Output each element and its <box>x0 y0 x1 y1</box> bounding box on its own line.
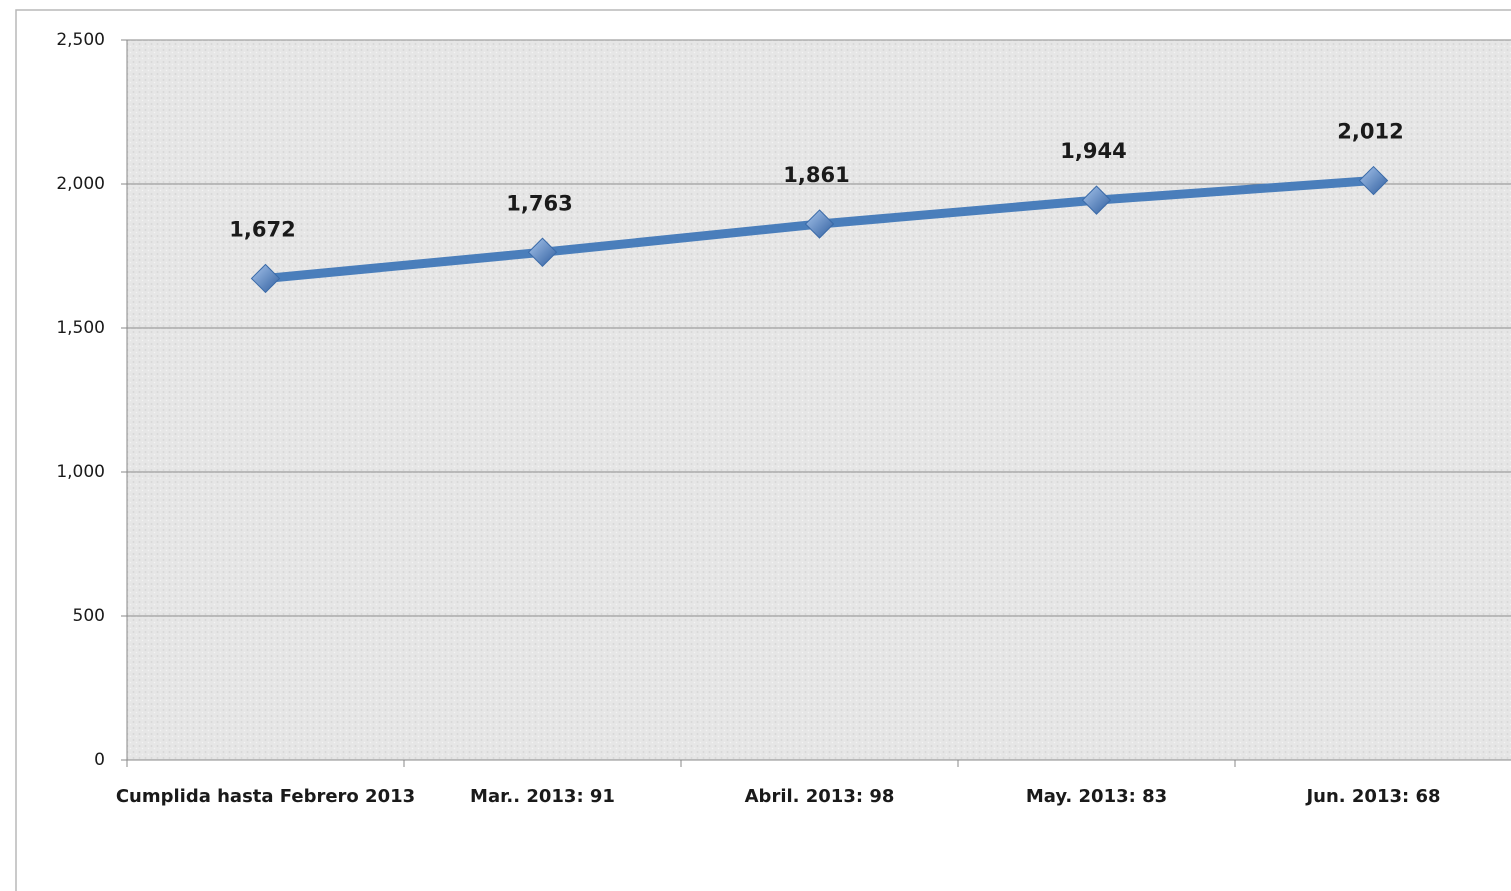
marker <box>1358 165 1389 196</box>
marker <box>1081 185 1112 215</box>
marker <box>527 237 558 267</box>
marker <box>804 209 835 239</box>
plot-area <box>127 40 1511 760</box>
y-tick-label: 500 <box>73 606 105 626</box>
data-label: 1,763 <box>506 191 572 215</box>
x-tick-label: May. 2013: 83 <box>1026 786 1167 807</box>
y-tick-label: 2,500 <box>56 30 105 50</box>
data-label: 1,944 <box>1060 139 1126 163</box>
y-tick-label: 1,500 <box>56 318 105 338</box>
x-tick-label: Cumplida hasta Febrero 2013 <box>116 786 415 807</box>
data-label: 1,861 <box>783 163 849 187</box>
data-label: 2,012 <box>1337 120 1403 144</box>
x-tick-label: Mar.. 2013: 91 <box>470 786 615 807</box>
y-tick-label: 1,000 <box>56 462 105 482</box>
x-tick-label: Abril. 2013: 98 <box>745 786 895 807</box>
x-tick-label: Jun. 2013: 68 <box>1304 786 1440 807</box>
y-tick-label: 0 <box>94 750 105 770</box>
y-tick-label: 2,000 <box>56 174 105 194</box>
marker <box>250 263 281 294</box>
data-label: 1,672 <box>229 217 295 241</box>
